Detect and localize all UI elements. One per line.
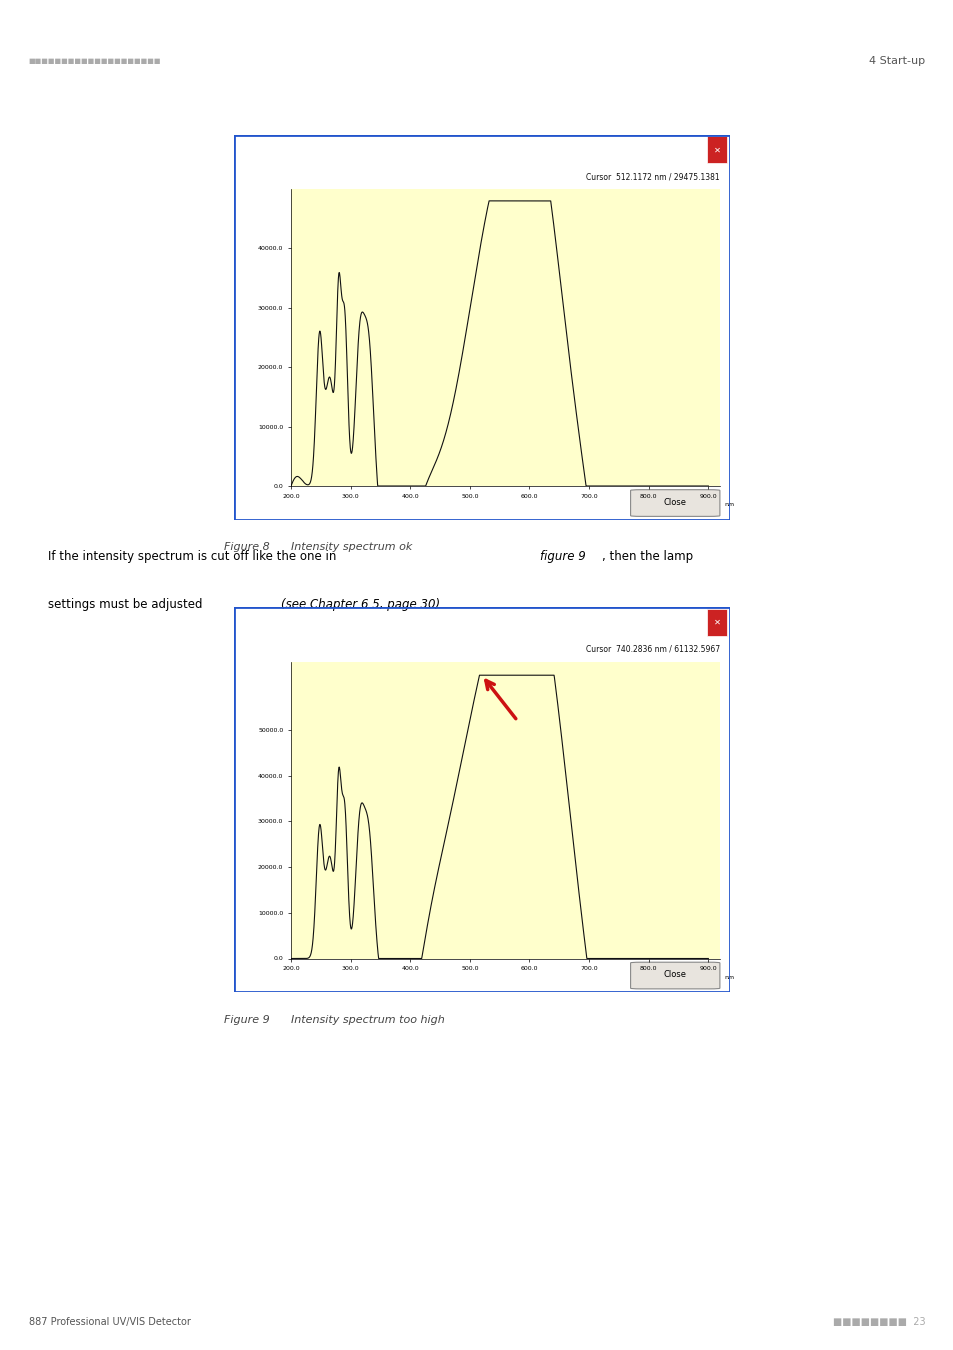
Text: nm: nm bbox=[724, 975, 734, 980]
Text: Figure 9: Figure 9 bbox=[224, 1015, 284, 1025]
Text: Cursor  512.1172 nm / 29475.1381: Cursor 512.1172 nm / 29475.1381 bbox=[586, 173, 720, 181]
Text: Figure 8: Figure 8 bbox=[224, 543, 284, 552]
Text: 4 Start-up: 4 Start-up bbox=[868, 55, 924, 66]
Text: ✕: ✕ bbox=[713, 146, 720, 154]
FancyBboxPatch shape bbox=[630, 963, 720, 988]
Text: ■■■■■■■■  23: ■■■■■■■■ 23 bbox=[832, 1316, 924, 1327]
FancyBboxPatch shape bbox=[707, 609, 726, 636]
Text: If the intensity spectrum is cut off like the one in: If the intensity spectrum is cut off lik… bbox=[48, 551, 339, 563]
Text: ■■■■■■■■■■■■■■■■■■■■: ■■■■■■■■■■■■■■■■■■■■ bbox=[29, 58, 161, 63]
Text: Intensity spectrum too high: Intensity spectrum too high bbox=[291, 1015, 444, 1025]
Text: nm: nm bbox=[724, 502, 734, 508]
Text: settings must be adjusted: settings must be adjusted bbox=[48, 598, 206, 610]
Text: Intensity spectrum: Intensity spectrum bbox=[241, 617, 352, 628]
Text: Close: Close bbox=[663, 971, 686, 979]
Text: Intensity spectrum: Intensity spectrum bbox=[241, 144, 352, 155]
Text: figure 9: figure 9 bbox=[539, 551, 585, 563]
Text: Close: Close bbox=[663, 498, 686, 506]
Text: 887 Professional UV/VIS Detector: 887 Professional UV/VIS Detector bbox=[29, 1316, 191, 1327]
Text: Intensity spectrum ok: Intensity spectrum ok bbox=[291, 543, 412, 552]
FancyBboxPatch shape bbox=[630, 490, 720, 517]
Text: Cursor  740.2836 nm / 61132.5967: Cursor 740.2836 nm / 61132.5967 bbox=[585, 645, 720, 653]
Text: ✕: ✕ bbox=[713, 618, 720, 626]
Text: (see Chapter 6.5, page 30).: (see Chapter 6.5, page 30). bbox=[281, 598, 444, 610]
Text: , then the lamp: , then the lamp bbox=[601, 551, 693, 563]
FancyBboxPatch shape bbox=[707, 136, 726, 163]
